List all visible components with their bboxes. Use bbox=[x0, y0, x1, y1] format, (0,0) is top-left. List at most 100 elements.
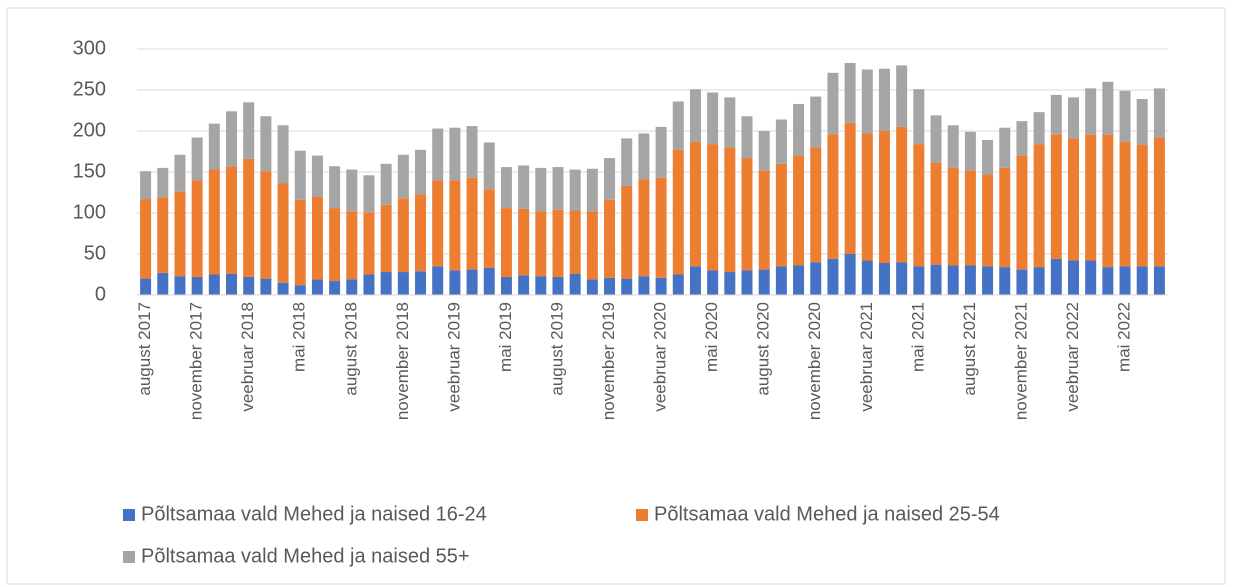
bar-segment bbox=[466, 269, 478, 295]
bar-segment bbox=[346, 211, 358, 280]
bar-segment bbox=[397, 272, 409, 295]
bar-segment bbox=[586, 211, 598, 280]
bar-segment bbox=[896, 65, 908, 127]
x-tick-label: veebruar 2022 bbox=[1063, 302, 1082, 412]
bar-segment bbox=[810, 147, 822, 263]
bar-segment bbox=[243, 158, 255, 277]
bar-segment bbox=[311, 196, 323, 280]
bar-segment bbox=[947, 125, 959, 168]
bar-segment bbox=[569, 273, 581, 295]
bar-segment bbox=[1067, 97, 1079, 139]
bar-segment bbox=[1050, 134, 1062, 259]
bar-segment bbox=[466, 177, 478, 270]
bar-segment bbox=[208, 169, 220, 275]
bar-segment bbox=[157, 197, 169, 273]
bar-segment bbox=[157, 272, 169, 295]
bar-segment bbox=[638, 133, 650, 180]
bar-segment bbox=[999, 127, 1011, 168]
bar-segment bbox=[793, 155, 805, 266]
x-tick-label: august 2021 bbox=[960, 302, 979, 396]
y-tick-label: 300 bbox=[73, 37, 106, 59]
bar-segment bbox=[174, 154, 186, 192]
bar-segment bbox=[964, 131, 976, 171]
bar-segment bbox=[741, 270, 753, 295]
bar-segment bbox=[913, 89, 925, 145]
bar-segment bbox=[380, 163, 392, 205]
bar-segment bbox=[964, 265, 976, 295]
x-tick-label: november 2021 bbox=[1011, 302, 1030, 420]
bar-segment bbox=[1153, 88, 1165, 138]
bar-segment bbox=[1016, 269, 1028, 295]
bar-segment bbox=[1050, 258, 1062, 295]
bar-segment bbox=[982, 174, 994, 267]
bar-segment bbox=[758, 131, 770, 171]
bar-segment bbox=[604, 277, 616, 295]
x-tick-label: veebruar 2018 bbox=[238, 302, 257, 412]
bar-segment bbox=[1136, 144, 1148, 267]
bar-segment bbox=[449, 127, 461, 181]
bar-segment bbox=[655, 126, 667, 178]
bar-segment bbox=[294, 285, 306, 295]
bar-segment bbox=[844, 122, 856, 254]
bar-segment bbox=[655, 177, 667, 278]
bar-segment bbox=[930, 162, 942, 265]
legend-label: Põltsamaa vald Mehed ja naised 55+ bbox=[141, 545, 470, 567]
bar-segment bbox=[810, 96, 822, 148]
bar-segment bbox=[329, 208, 341, 282]
bar-segment bbox=[1102, 267, 1114, 295]
bar-segment bbox=[896, 126, 908, 263]
bar-segment bbox=[415, 271, 427, 295]
bar-segment bbox=[140, 199, 152, 279]
bar-segment bbox=[552, 276, 564, 295]
bar-segment bbox=[1067, 138, 1079, 261]
bar-segment bbox=[397, 198, 409, 273]
bar-segment bbox=[329, 281, 341, 295]
y-tick-label: 50 bbox=[84, 242, 106, 264]
bar-segment bbox=[1016, 155, 1028, 270]
bar-segment bbox=[586, 279, 598, 295]
bar-segment bbox=[569, 210, 581, 274]
bar-segment bbox=[397, 154, 409, 199]
bar-segment bbox=[724, 272, 736, 295]
bar-segment bbox=[191, 137, 203, 181]
bar-segment bbox=[913, 266, 925, 295]
bar-segment bbox=[947, 167, 959, 266]
bar-segment bbox=[174, 276, 186, 295]
bar-segment bbox=[346, 169, 358, 212]
bar-segment bbox=[1153, 137, 1165, 267]
bar-segment bbox=[655, 277, 667, 295]
bar-segment bbox=[311, 279, 323, 295]
bar-segment bbox=[363, 212, 375, 275]
bar-segment bbox=[964, 170, 976, 266]
bar-segment bbox=[294, 150, 306, 200]
bar-segment bbox=[621, 138, 633, 186]
bar-segment bbox=[500, 208, 512, 277]
y-tick-label: 0 bbox=[95, 283, 106, 305]
bar-segment bbox=[277, 282, 289, 295]
x-tick-label: mai 2019 bbox=[496, 302, 515, 372]
bar-segment bbox=[878, 68, 890, 131]
bar-segment bbox=[535, 167, 547, 212]
bar-segment bbox=[415, 194, 427, 272]
bar-segment bbox=[208, 274, 220, 295]
bar-segment bbox=[432, 180, 444, 267]
bar-segment bbox=[689, 266, 701, 295]
bar-segment bbox=[1085, 260, 1097, 295]
bar-segment bbox=[191, 180, 203, 277]
bar-segment bbox=[483, 189, 495, 268]
legend-swatch bbox=[636, 509, 648, 521]
bar-segment bbox=[1050, 94, 1062, 135]
bar-segment bbox=[243, 276, 255, 295]
bar-segment bbox=[586, 168, 598, 212]
bar-segment bbox=[827, 72, 839, 135]
bar-segment bbox=[758, 170, 770, 270]
bar-segment bbox=[741, 158, 753, 271]
bar-segment bbox=[707, 144, 719, 271]
bar-segment bbox=[1119, 141, 1131, 267]
bar-segment bbox=[1033, 144, 1045, 268]
bar-segment bbox=[1136, 266, 1148, 295]
bar-segment bbox=[724, 147, 736, 273]
x-tick-label: veebruar 2021 bbox=[857, 302, 876, 412]
bar-segment bbox=[140, 278, 152, 295]
